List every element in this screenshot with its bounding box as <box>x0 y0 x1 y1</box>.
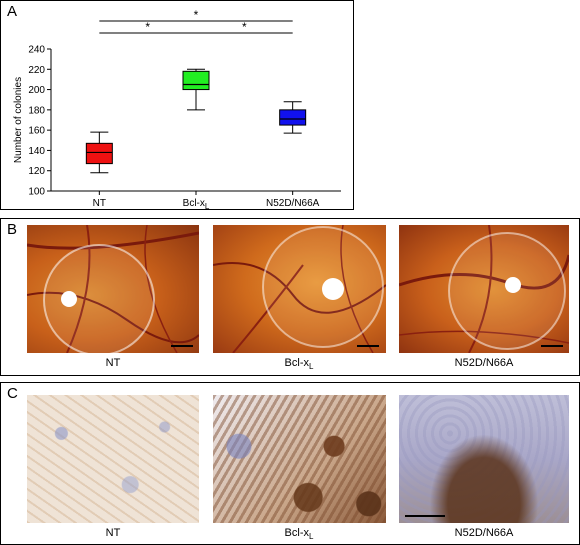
panel-b-label: B <box>7 221 18 238</box>
y-tick-label: 140 <box>28 146 45 157</box>
significance-star: * <box>242 20 247 34</box>
box <box>85 142 113 165</box>
x-tick-label: N52D/N66A <box>266 198 320 209</box>
y-tick-label: 100 <box>28 187 45 198</box>
panel-c-label: C <box>7 385 18 402</box>
cam-image-nt <box>27 225 199 353</box>
cam-image-bclxl <box>213 225 386 353</box>
panel-a: A 100 120 140 160 180 200 220 240 Number of colo… <box>0 0 354 210</box>
x-tick-label: Bcl-xL <box>183 198 210 209</box>
scale-bar <box>357 345 379 347</box>
x-tick-label: NT <box>93 198 106 209</box>
caption-n52d-n66a: N52D/N66A <box>454 357 514 369</box>
panel-a-label: A <box>7 3 18 20</box>
y-tick-label: 220 <box>28 65 45 76</box>
ihc-image-nt <box>27 395 199 523</box>
box <box>279 109 307 126</box>
panel-c: C NT Bcl-xL N52D/N66A <box>0 382 580 545</box>
caption-bclxl: Bcl-xL <box>284 357 314 372</box>
significance-star: * <box>145 20 150 34</box>
y-tick-label: 200 <box>28 85 45 96</box>
significance-star: * <box>194 8 199 22</box>
scale-bar <box>405 515 445 517</box>
y-tick-label: 240 <box>28 45 45 56</box>
panel-b: B NT Bcl-xL N52 <box>0 218 580 376</box>
scale-bar <box>541 345 563 347</box>
ihc-image-bclxl <box>213 395 386 523</box>
caption-nt: NT <box>105 357 121 369</box>
y-tick-label: 160 <box>28 126 45 137</box>
caption-nt: NT <box>105 527 121 539</box>
box-plot-chart: 100 120 140 160 180 200 220 240 Number of coloni… <box>13 8 341 209</box>
scale-bar <box>171 345 193 347</box>
y-axis-label: Number of colonies <box>13 77 24 163</box>
ihc-image-n52d-n66a <box>399 395 569 523</box>
y-tick-label: 120 <box>28 166 45 177</box>
box <box>182 70 210 91</box>
caption-n52d-n66a: N52D/N66A <box>454 527 514 539</box>
y-tick-label: 180 <box>28 105 45 116</box>
cam-image-n52d-n66a <box>399 225 569 353</box>
caption-bclxl: Bcl-xL <box>284 527 314 542</box>
